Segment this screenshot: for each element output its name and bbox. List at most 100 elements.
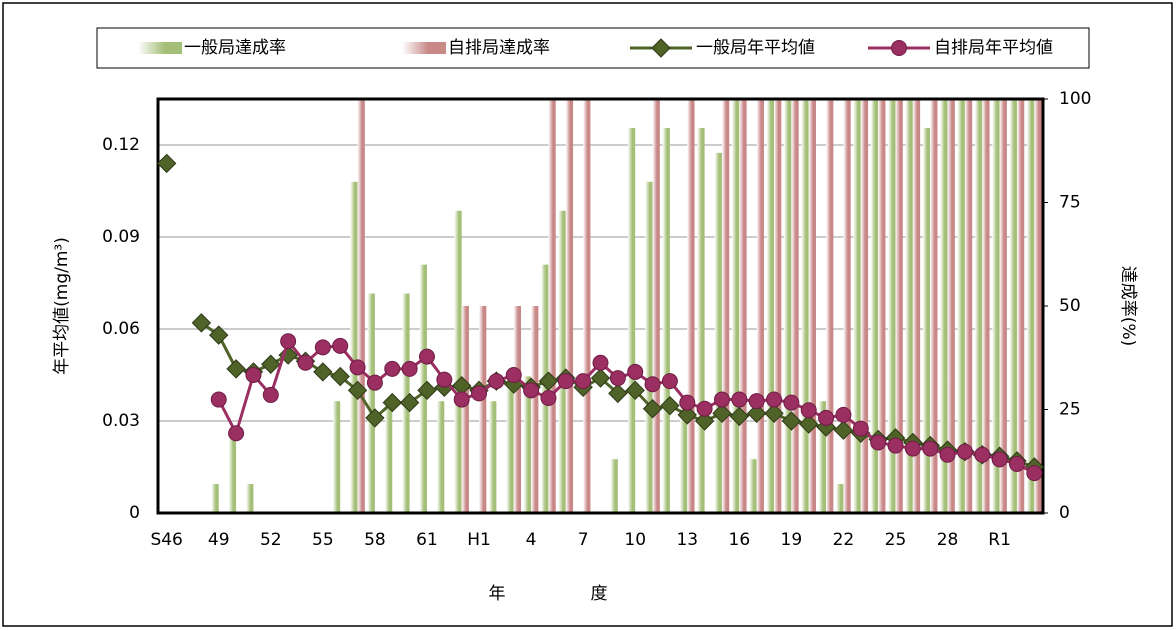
point [471,385,488,402]
bar [1009,99,1017,513]
point [505,367,522,383]
point [417,380,437,401]
bar [860,99,869,513]
x-tick-label: 55 [312,530,334,550]
point [349,359,366,376]
bar [818,401,827,513]
point [609,370,626,387]
bar [739,99,747,513]
x-tick-label: 10 [624,530,646,550]
bar [774,99,782,513]
point [818,409,835,426]
bar [228,430,237,513]
x-tick-label: 19 [781,530,803,550]
bar [905,99,913,513]
point [228,425,245,442]
bar [662,127,670,513]
bar [922,127,931,513]
bar [826,99,834,513]
y2-tick-label: 25 [1059,400,1081,420]
point [729,406,750,427]
point [401,360,418,377]
point [156,153,177,174]
y-tick-label: 0.06 [102,319,140,339]
bar [801,99,809,513]
point [436,371,453,388]
bar [506,376,514,513]
bar [652,99,660,513]
x-tick-label: 13 [676,530,698,550]
x-tick-label: S46 [150,530,182,550]
point [332,337,349,354]
point [627,363,644,380]
point [939,446,956,463]
point [245,367,262,383]
point [226,359,246,379]
point [262,386,279,403]
point [261,354,281,374]
legend-label: 自排局年平均値 [934,38,1053,58]
point [766,391,783,408]
bar [714,152,722,513]
point [677,405,697,425]
bar [610,459,618,513]
bar [211,484,219,513]
point [660,395,680,416]
bar [1016,99,1025,513]
point [418,348,435,365]
point [453,391,470,408]
bar [357,99,365,513]
point [991,451,1008,468]
bar [531,306,539,513]
point [748,393,765,410]
point [956,443,973,460]
bar [749,459,757,513]
bar [940,99,948,513]
point [974,446,991,463]
point [1026,465,1043,482]
x-tick-label: 49 [208,530,230,550]
y2-tick-label: 0 [1059,503,1070,523]
bar [367,293,375,513]
bar [808,99,817,513]
bar [912,99,921,513]
bar [645,181,653,514]
bar [791,99,799,513]
point [764,403,784,424]
bar [513,306,522,513]
point [870,434,887,451]
y-tick-label: 0 [129,503,140,523]
bar [784,99,792,513]
bar [1027,99,1035,513]
point [644,376,661,393]
x-tick-label: 25 [885,530,907,550]
x-tick-label: 58 [364,530,386,550]
bar [541,264,549,513]
legend-swatch [402,42,446,54]
bar [947,99,955,513]
bar [548,99,556,513]
bar [992,99,1000,513]
point [575,373,592,390]
point [382,392,402,413]
y-tick-label: 0.12 [102,135,140,155]
bar [565,99,574,513]
x-tick-label: 16 [729,530,751,550]
point [366,374,383,391]
point [347,380,368,401]
x-tick-label: 52 [260,530,282,550]
point [557,373,574,390]
point [365,408,385,428]
point [712,403,732,424]
point [746,403,767,424]
bar [679,401,688,513]
point [523,382,540,399]
bar [479,306,487,513]
bar [1034,99,1042,513]
point [922,440,939,457]
bar [350,181,358,514]
point [694,411,715,431]
point [731,391,748,408]
point [713,391,730,408]
